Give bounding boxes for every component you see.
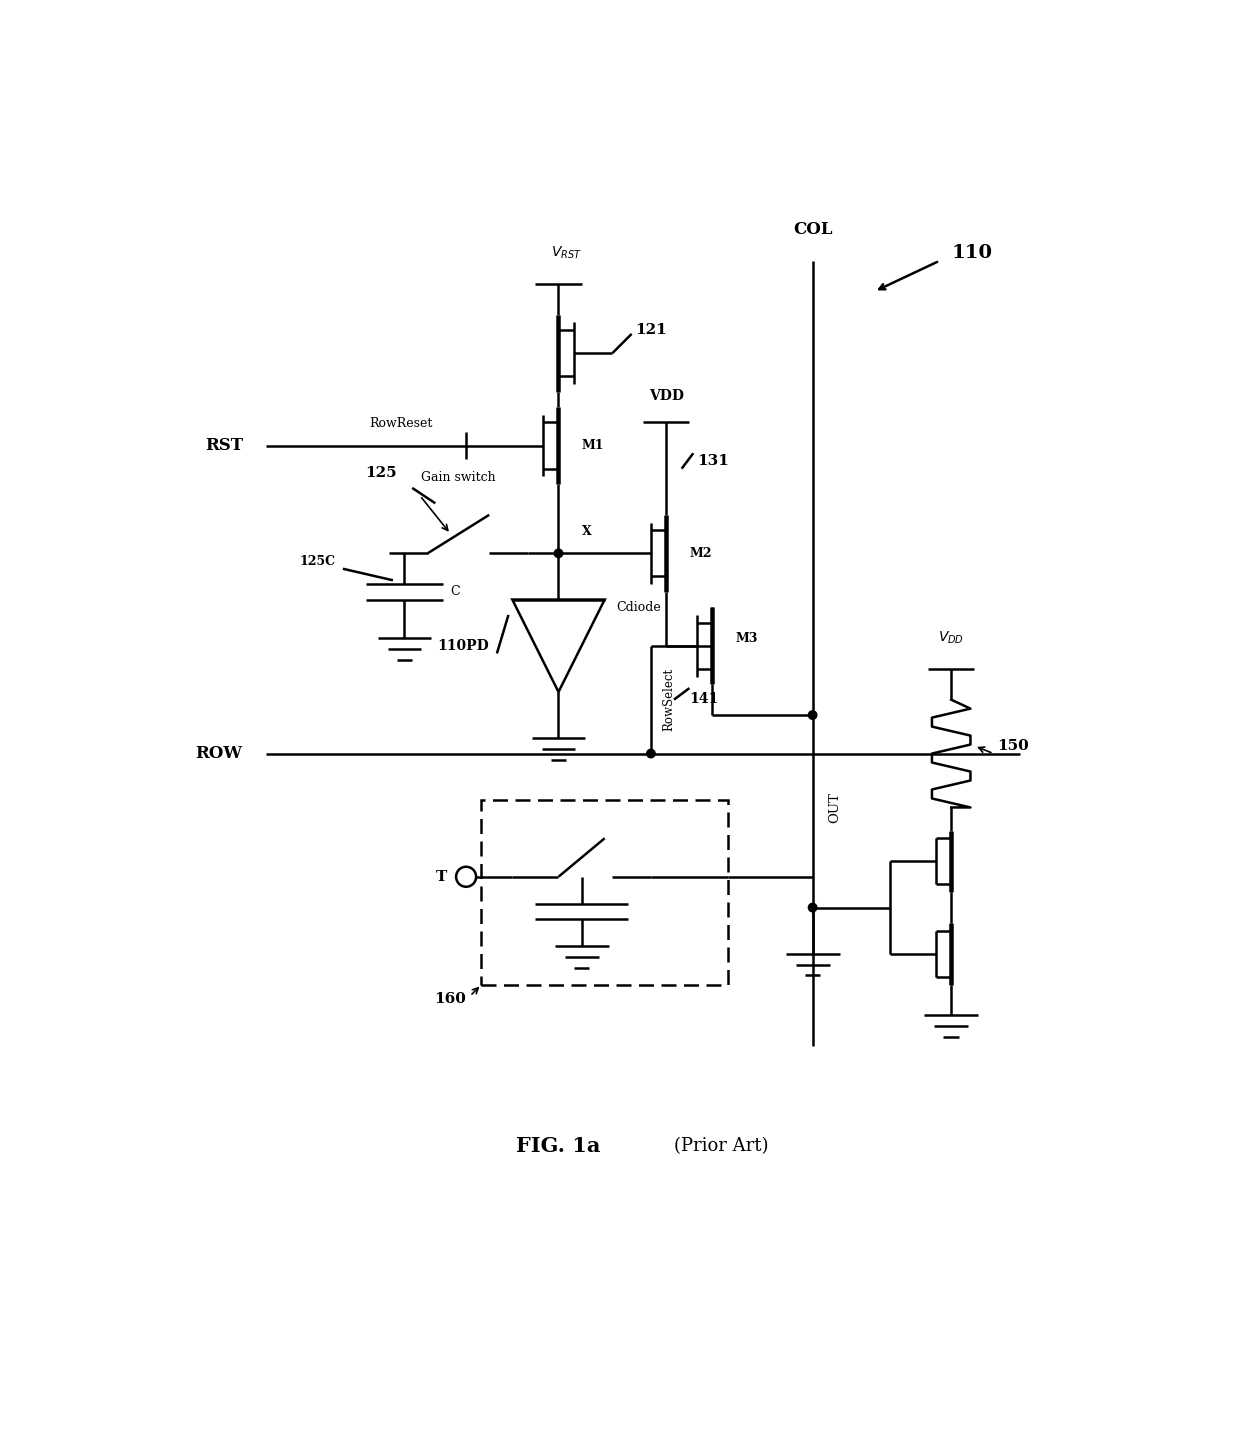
Text: $V_{RST}$: $V_{RST}$ [551,244,582,261]
Text: 110PD: 110PD [438,639,490,653]
Text: RowSelect: RowSelect [662,669,676,732]
Text: FIG. 1a: FIG. 1a [516,1137,600,1157]
Text: M2: M2 [689,547,712,560]
Text: 131: 131 [697,453,729,468]
Text: X: X [582,525,591,538]
Text: VDD: VDD [649,389,683,403]
Text: 160: 160 [434,992,466,1006]
Text: Cdiode: Cdiode [616,601,661,614]
Text: 141: 141 [689,692,719,706]
Text: RowReset: RowReset [370,418,433,430]
Text: RST: RST [205,438,243,453]
Text: 125C: 125C [299,554,335,568]
Bar [481,799,728,984]
Text: (Prior Art): (Prior Art) [675,1138,769,1155]
Text: M3: M3 [735,631,758,644]
Text: ROW: ROW [196,745,243,762]
Text: 110: 110 [951,244,992,263]
Text: Gain switch: Gain switch [422,471,496,484]
Text: M1: M1 [582,439,604,452]
Circle shape [554,550,563,558]
Text: C: C [450,585,460,598]
Circle shape [808,710,817,719]
Text: OUT: OUT [828,792,841,822]
Text: 125: 125 [365,466,397,481]
Text: $V_{DD}$: $V_{DD}$ [939,630,965,646]
Text: T: T [435,870,446,884]
Text: 121: 121 [635,323,667,337]
Text: COL: COL [792,221,832,238]
Text: 150: 150 [997,739,1029,753]
Circle shape [647,749,655,758]
Circle shape [808,903,817,911]
